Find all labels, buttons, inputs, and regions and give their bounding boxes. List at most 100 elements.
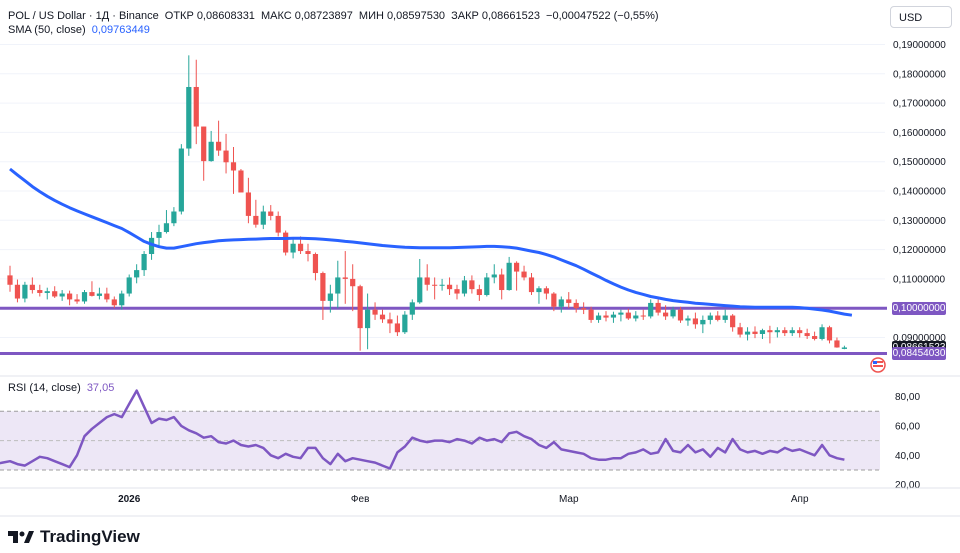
open-label: ОТКР — [164, 10, 194, 22]
legend-main: POL / US Dollar · 1Д · Binance ОТКР 0,086… — [8, 10, 662, 22]
candle-body — [193, 86, 199, 127]
candle-body — [67, 293, 73, 300]
flag-canton — [873, 361, 877, 364]
price-axis[interactable]: 0,09000000 0,10000000 0,11000000 0,12000000… — [870, 40, 946, 373]
candle-body — [692, 318, 698, 325]
candle-body — [476, 289, 482, 296]
time-axis[interactable]: 2026 Фев Мар Апр — [0, 487, 960, 517]
candle-body — [454, 289, 460, 294]
candle-body — [514, 262, 520, 272]
candle-body — [826, 327, 833, 341]
price-tick-label: 0,19000000 — [893, 40, 946, 51]
candle-body — [551, 293, 557, 307]
price-tick-label: 0,13000000 — [893, 216, 946, 227]
candle-body — [253, 215, 259, 225]
time-tick-label: Апр — [791, 494, 809, 505]
candle-body — [633, 315, 639, 319]
candle-body — [804, 333, 810, 337]
candle-body — [610, 314, 617, 318]
candle-body — [439, 284, 445, 286]
candle-body — [685, 318, 691, 321]
symbol-title[interactable]: POL / US Dollar · 1Д · Binance — [8, 10, 159, 22]
candle-body — [618, 312, 624, 315]
candle-body — [446, 284, 453, 290]
candle-body — [238, 170, 244, 193]
candle-body — [365, 309, 371, 329]
open-value: 0,08608331 — [196, 10, 255, 22]
candle-body — [52, 291, 58, 297]
candle-body — [126, 277, 132, 294]
candle-body — [14, 284, 21, 299]
low-label: МИН — [358, 10, 384, 22]
candle-body — [730, 315, 736, 328]
high-line-price-tag: 0,10000000 — [892, 301, 946, 315]
candle-body — [432, 284, 438, 286]
candle-body — [402, 314, 408, 333]
currency-selector[interactable]: USD — [890, 6, 952, 28]
candle-body — [7, 275, 13, 285]
candle-body — [469, 280, 475, 290]
candle-body — [29, 284, 35, 291]
legend-rsi[interactable]: RSI (14, close) 37,05 — [8, 382, 117, 394]
price-tick-label: 0,11000000 — [893, 274, 946, 285]
candle-body — [774, 330, 780, 333]
candle-body — [588, 309, 594, 320]
candle-body — [767, 330, 773, 333]
candle-body — [208, 141, 214, 162]
candle-body — [573, 302, 579, 309]
candle-body — [417, 277, 423, 303]
time-tick-label: Мар — [559, 494, 579, 505]
candle-body — [812, 336, 818, 339]
price-tick-label: 0,16000000 — [893, 128, 946, 139]
candle-body — [230, 162, 237, 171]
close-value: 0,08661523 — [481, 10, 540, 22]
candle-body — [700, 319, 706, 325]
candle-body — [737, 327, 743, 335]
candle-body — [722, 315, 728, 320]
horizontal-lines[interactable] — [0, 306, 887, 355]
candle-body — [275, 215, 281, 233]
candle-body — [782, 330, 788, 334]
candle-body — [59, 293, 65, 297]
candle-body — [528, 277, 535, 293]
candle-body — [283, 232, 289, 253]
candle-body — [640, 315, 646, 317]
candle-body — [134, 270, 140, 278]
price-tick-label: 0,14000000 — [893, 187, 946, 198]
candle-body — [603, 315, 609, 318]
candle-body — [819, 327, 825, 339]
candle-body — [648, 302, 654, 317]
price-grid — [0, 44, 960, 377]
candle-body — [841, 347, 847, 349]
rsi-axis[interactable]: 80,00 60,00 40,00 20,00 — [895, 392, 920, 491]
candle-body — [141, 253, 147, 271]
flag-stripe — [873, 361, 883, 363]
candle-body — [290, 243, 296, 253]
time-tick-label: Фев — [351, 494, 369, 505]
candle-body — [305, 251, 311, 254]
candle-body — [521, 271, 527, 278]
candle-body — [245, 192, 251, 216]
candle-body — [171, 211, 177, 224]
candle-body — [506, 262, 512, 291]
tradingview-logo[interactable]: TradingView — [8, 527, 140, 547]
price-tick-label: 0,09000000 — [893, 333, 946, 344]
low-value: 0,08597530 — [386, 10, 446, 22]
time-tick-label: 2026 — [118, 494, 141, 505]
high-label: МАКС — [261, 10, 292, 22]
candle-body — [327, 293, 333, 301]
candle-body — [156, 232, 162, 238]
rsi-tick-label: 80,00 — [895, 392, 920, 403]
candle-body — [379, 314, 386, 320]
candle-body — [223, 150, 229, 163]
candle-body — [715, 315, 721, 320]
tradingview-logo-icon — [8, 531, 34, 543]
sma-value: 0,09763449 — [91, 24, 150, 36]
price-tick-label: 0,15000000 — [893, 157, 946, 168]
candle-body — [655, 302, 661, 313]
legend-sma[interactable]: SMA (50, close) 0,09763449 — [8, 24, 153, 36]
candle-body — [260, 211, 266, 225]
candle-body — [789, 330, 795, 334]
candle-body — [357, 286, 363, 329]
